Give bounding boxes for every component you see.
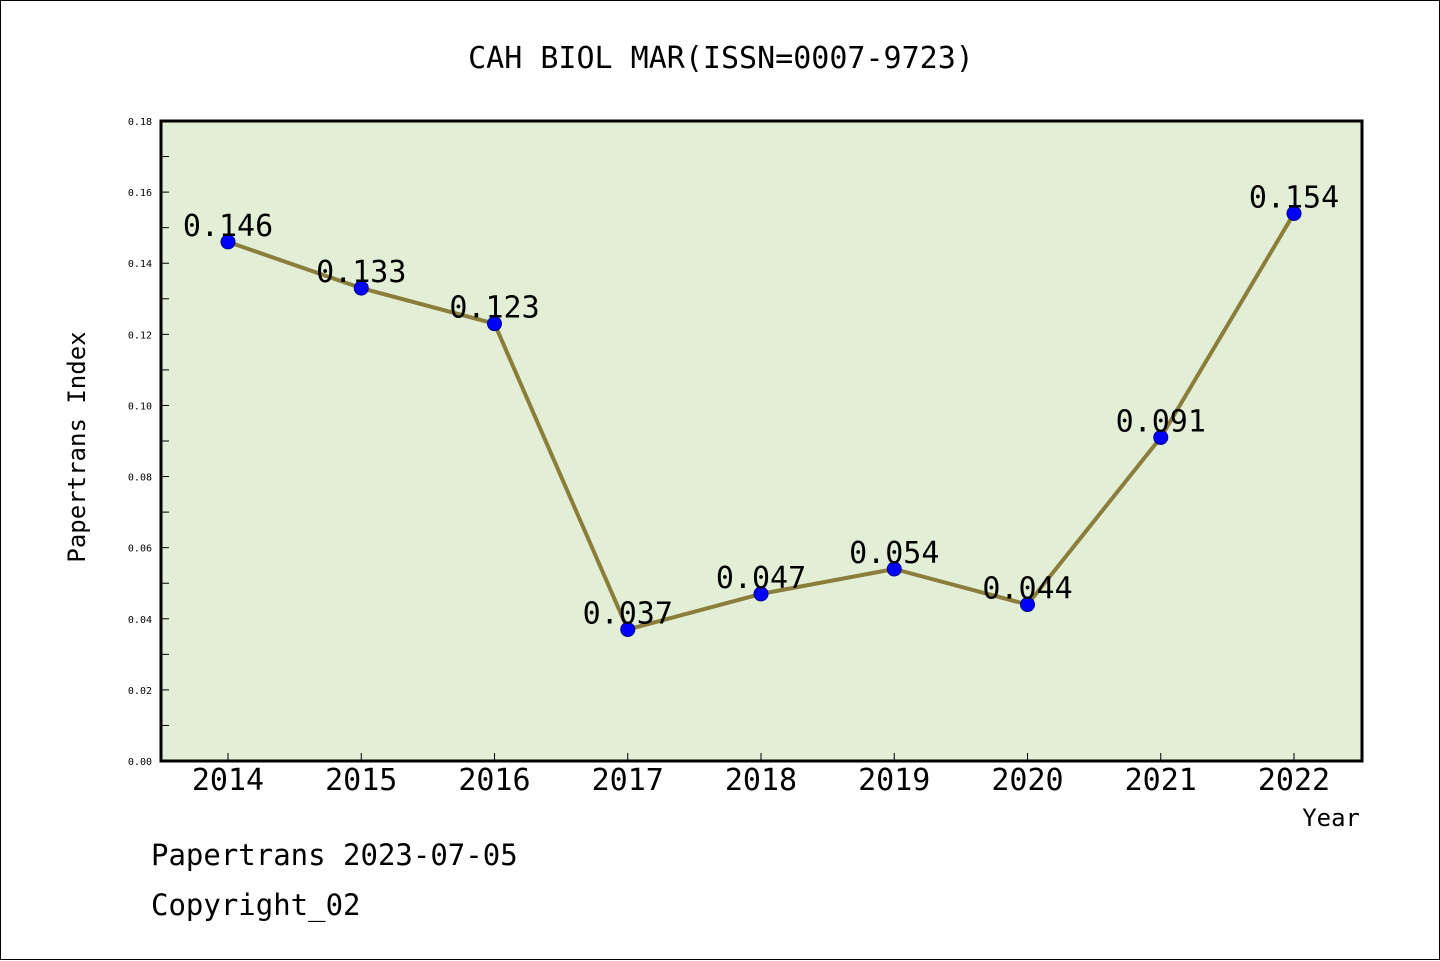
- data-point-marker: [620, 621, 636, 637]
- y-tick-label: 0.06: [128, 544, 152, 555]
- x-tick-label: 2016: [458, 763, 530, 798]
- x-tick-label: 2020: [991, 763, 1063, 798]
- y-axis-title: Papertrans Index: [63, 331, 91, 562]
- data-point-marker: [353, 280, 369, 296]
- chart-title: CAH BIOL MAR(ISSN=0007-9723): [468, 41, 974, 76]
- y-tick-label: 0.14: [128, 259, 152, 270]
- x-axis: 2014 2015 2016 2017 2018 2019 2020 2021 2022: [192, 753, 1330, 798]
- x-tick-label: 2014: [192, 763, 264, 798]
- x-tick-label: 2022: [1258, 763, 1330, 798]
- data-label: 0.044: [982, 572, 1072, 607]
- data-label: 0.123: [449, 291, 539, 326]
- data-label: 0.146: [183, 209, 273, 244]
- x-tick-label: 2019: [858, 763, 930, 798]
- x-tick-label: 2018: [725, 763, 797, 798]
- x-tick-label: 2021: [1125, 763, 1197, 798]
- data-point-marker: [487, 316, 502, 332]
- data-label: 0.037: [583, 596, 673, 631]
- y-tick-label: 0.00: [128, 757, 152, 768]
- y-tick-label: 0.02: [128, 686, 152, 697]
- data-label: 0.091: [1116, 404, 1206, 439]
- series-line-group: [220, 205, 1302, 637]
- data-point-marker: [1020, 597, 1035, 613]
- y-tick-label: 0.12: [128, 330, 152, 341]
- x-axis-title: Year: [1302, 804, 1360, 832]
- x-tick-label: 2015: [325, 763, 397, 798]
- data-point-marker: [1286, 205, 1302, 221]
- footer-copyright-text: Copyright_02: [151, 888, 361, 923]
- y-axis: 0.00 0.02 0.04 0.06 0.08 0.10 0.12 0.14 0.16 0.18: [128, 117, 169, 768]
- data-point-marker: [220, 234, 236, 250]
- footer-date-text: Papertrans 2023-07-05: [151, 838, 518, 872]
- x-tick-label: 2017: [592, 763, 664, 798]
- plot-area: [161, 121, 1362, 761]
- y-tick-label: 0.16: [128, 188, 152, 199]
- y-tick-label: 0.08: [128, 473, 152, 484]
- y-tick-label: 0.10: [128, 401, 152, 412]
- data-label: 0.133: [316, 255, 406, 290]
- data-label: 0.047: [716, 561, 806, 596]
- y-tick-label: 0.04: [128, 615, 152, 626]
- data-label: 0.054: [849, 536, 939, 571]
- data-label-group: 0.146 0.133 0.123 0.037 0.047 0.054 0.044 0.091…: [183, 180, 1339, 631]
- data-point-marker: [753, 586, 769, 602]
- data-point-marker: [886, 561, 902, 577]
- y-tick-label: 0.18: [128, 117, 152, 128]
- plot-frame: [159, 119, 1364, 763]
- data-point-marker: [1153, 429, 1169, 445]
- data-label: 0.154: [1249, 180, 1339, 215]
